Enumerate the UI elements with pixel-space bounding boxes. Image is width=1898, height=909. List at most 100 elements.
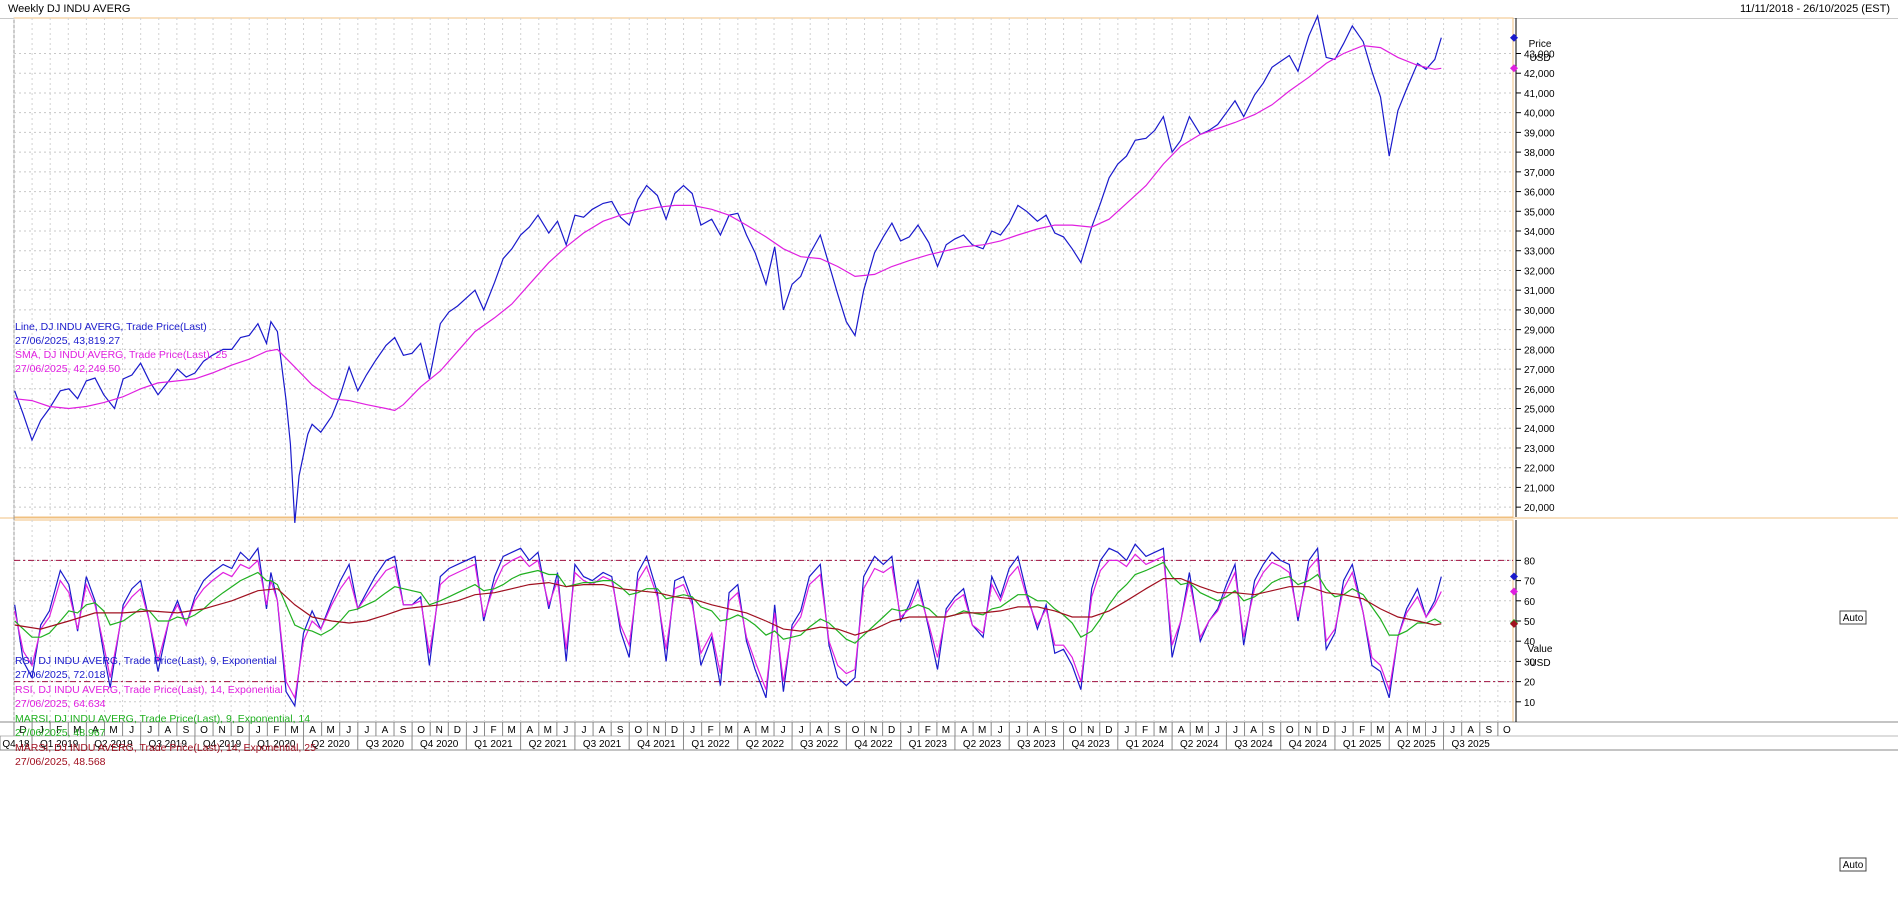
quarter-label: Q2 2019 (94, 739, 133, 750)
quarter-label: Q2 2024 (1180, 739, 1219, 750)
month-label: J (256, 725, 261, 736)
rsi-last-value-marker (1510, 587, 1518, 596)
price-tick-label: 21,000 (1524, 483, 1555, 494)
price-tick-label: 20,000 (1524, 503, 1555, 514)
month-label: D (19, 725, 26, 736)
quarter-label: Q1 2020 (257, 739, 296, 750)
quarter-label: Q4 2021 (637, 739, 676, 750)
rsi-auto-button[interactable] (1839, 857, 1867, 872)
price-tick-label: 32,000 (1524, 266, 1555, 277)
month-label: A (1178, 725, 1185, 736)
rsi-tick-label: 40 (1524, 637, 1536, 648)
price-tick-label: 22,000 (1524, 464, 1555, 475)
rsi-legend-label: MARSI, DJ INDU AVERG, Trade Price(Last),… (15, 713, 310, 725)
month-label: N (1304, 725, 1311, 736)
rsi-legend-label: RSI, DJ INDU AVERG, Trade Price(Last), 9… (15, 655, 277, 667)
rsi-tick-label: 20 (1524, 678, 1536, 689)
month-label: M (978, 725, 986, 736)
price-axis-title: Price (1529, 39, 1552, 50)
quarter-label: Q2 2023 (963, 739, 1002, 750)
quarter-label: Q3 2023 (1017, 739, 1056, 750)
price-series-line[interactable] (14, 44, 1442, 412)
month-label: D (237, 725, 244, 736)
rsi-legend-value: 27/06/2025, 64.634 (15, 698, 106, 710)
month-label: S (1268, 725, 1275, 736)
month-label: O (852, 725, 860, 736)
month-label: N (653, 725, 660, 736)
price-auto-button[interactable] (1839, 610, 1867, 625)
price-auto-label[interactable]: Auto (1843, 613, 1864, 624)
quarter-label: Q2 2021 (529, 739, 568, 750)
month-label: J (1215, 725, 1220, 736)
month-label: N (436, 725, 443, 736)
month-label: A (1467, 725, 1474, 736)
price-panel[interactable] (13, 17, 1514, 518)
rsi-auto-label[interactable]: Auto (1843, 860, 1864, 871)
month-label: J (781, 725, 786, 736)
rsi-tick-label: 30 (1524, 657, 1536, 668)
quarter-label: Q1 2019 (40, 739, 79, 750)
rsi-tick-label: 60 (1524, 597, 1536, 608)
month-label: O (634, 725, 642, 736)
quarter-label: Q1 2025 (1343, 739, 1382, 750)
price-tick-label: 26,000 (1524, 385, 1555, 396)
month-label: J (346, 725, 351, 736)
month-label: F (1142, 725, 1148, 736)
price-tick-label: 23,000 (1524, 444, 1555, 455)
price-legend-value: 27/06/2025, 43,819.27 (15, 335, 120, 347)
month-label: N (1087, 725, 1094, 736)
month-label: O (1503, 725, 1511, 736)
price-tick-label: 38,000 (1524, 148, 1555, 159)
rsi-tick-label: 50 (1524, 617, 1536, 628)
month-label: O (417, 725, 425, 736)
price-tick-label: 39,000 (1524, 128, 1555, 139)
price-last-value-marker (1510, 64, 1518, 73)
month-label: A (1395, 725, 1402, 736)
price-tick-label: 43,000 (1524, 50, 1555, 61)
rsi-panel[interactable] (13, 519, 1514, 723)
quarter-label: Q3 2020 (366, 739, 405, 750)
month-label: A (382, 725, 389, 736)
month-label: A (1250, 725, 1257, 736)
rsi-series-line[interactable] (14, 553, 1442, 700)
month-label: O (200, 725, 208, 736)
rsi-series-line[interactable] (14, 578, 1442, 636)
month-label: D (1322, 725, 1329, 736)
month-label: J (1124, 725, 1129, 736)
month-label: M (327, 725, 335, 736)
rsi-last-value-marker (1510, 619, 1518, 628)
quarter-label: Q3 2019 (149, 739, 188, 750)
quarter-label: Q4 2023 (1071, 739, 1110, 750)
month-label: A (599, 725, 606, 736)
rsi-legend-label: RSI, DJ INDU AVERG, Trade Price(Last), 1… (15, 684, 283, 696)
month-label: A (1033, 725, 1040, 736)
month-label: M (109, 725, 117, 736)
quarter-label: Q3 2024 (1234, 739, 1273, 750)
month-label: J (39, 725, 44, 736)
month-label: J (1450, 725, 1455, 736)
month-label: F (925, 725, 931, 736)
price-axis-currency: USD (1529, 53, 1550, 64)
quarter-label: Q3 2022 (800, 739, 839, 750)
month-label: M (73, 725, 81, 736)
month-label: J (1342, 725, 1347, 736)
month-label: M (1159, 725, 1167, 736)
rsi-tick-label: 10 (1524, 698, 1536, 709)
month-label: F (1359, 725, 1365, 736)
rsi-axis-title: Value (1528, 644, 1553, 655)
rsi-series-line[interactable] (14, 561, 1442, 644)
month-label: F (708, 725, 714, 736)
month-label: J (473, 725, 478, 736)
quarter-label: Q2 2022 (746, 739, 785, 750)
month-label: D (671, 725, 678, 736)
month-label: S (1051, 725, 1058, 736)
quarter-label: Q4 18 (2, 739, 30, 750)
price-tick-label: 41,000 (1524, 89, 1555, 100)
quarter-label: Q1 2023 (909, 739, 948, 750)
price-tick-label: 33,000 (1524, 247, 1555, 258)
month-label: M (507, 725, 515, 736)
month-label: M (290, 725, 298, 736)
price-tick-label: 27,000 (1524, 365, 1555, 376)
rsi-tick-label: 80 (1524, 556, 1536, 567)
